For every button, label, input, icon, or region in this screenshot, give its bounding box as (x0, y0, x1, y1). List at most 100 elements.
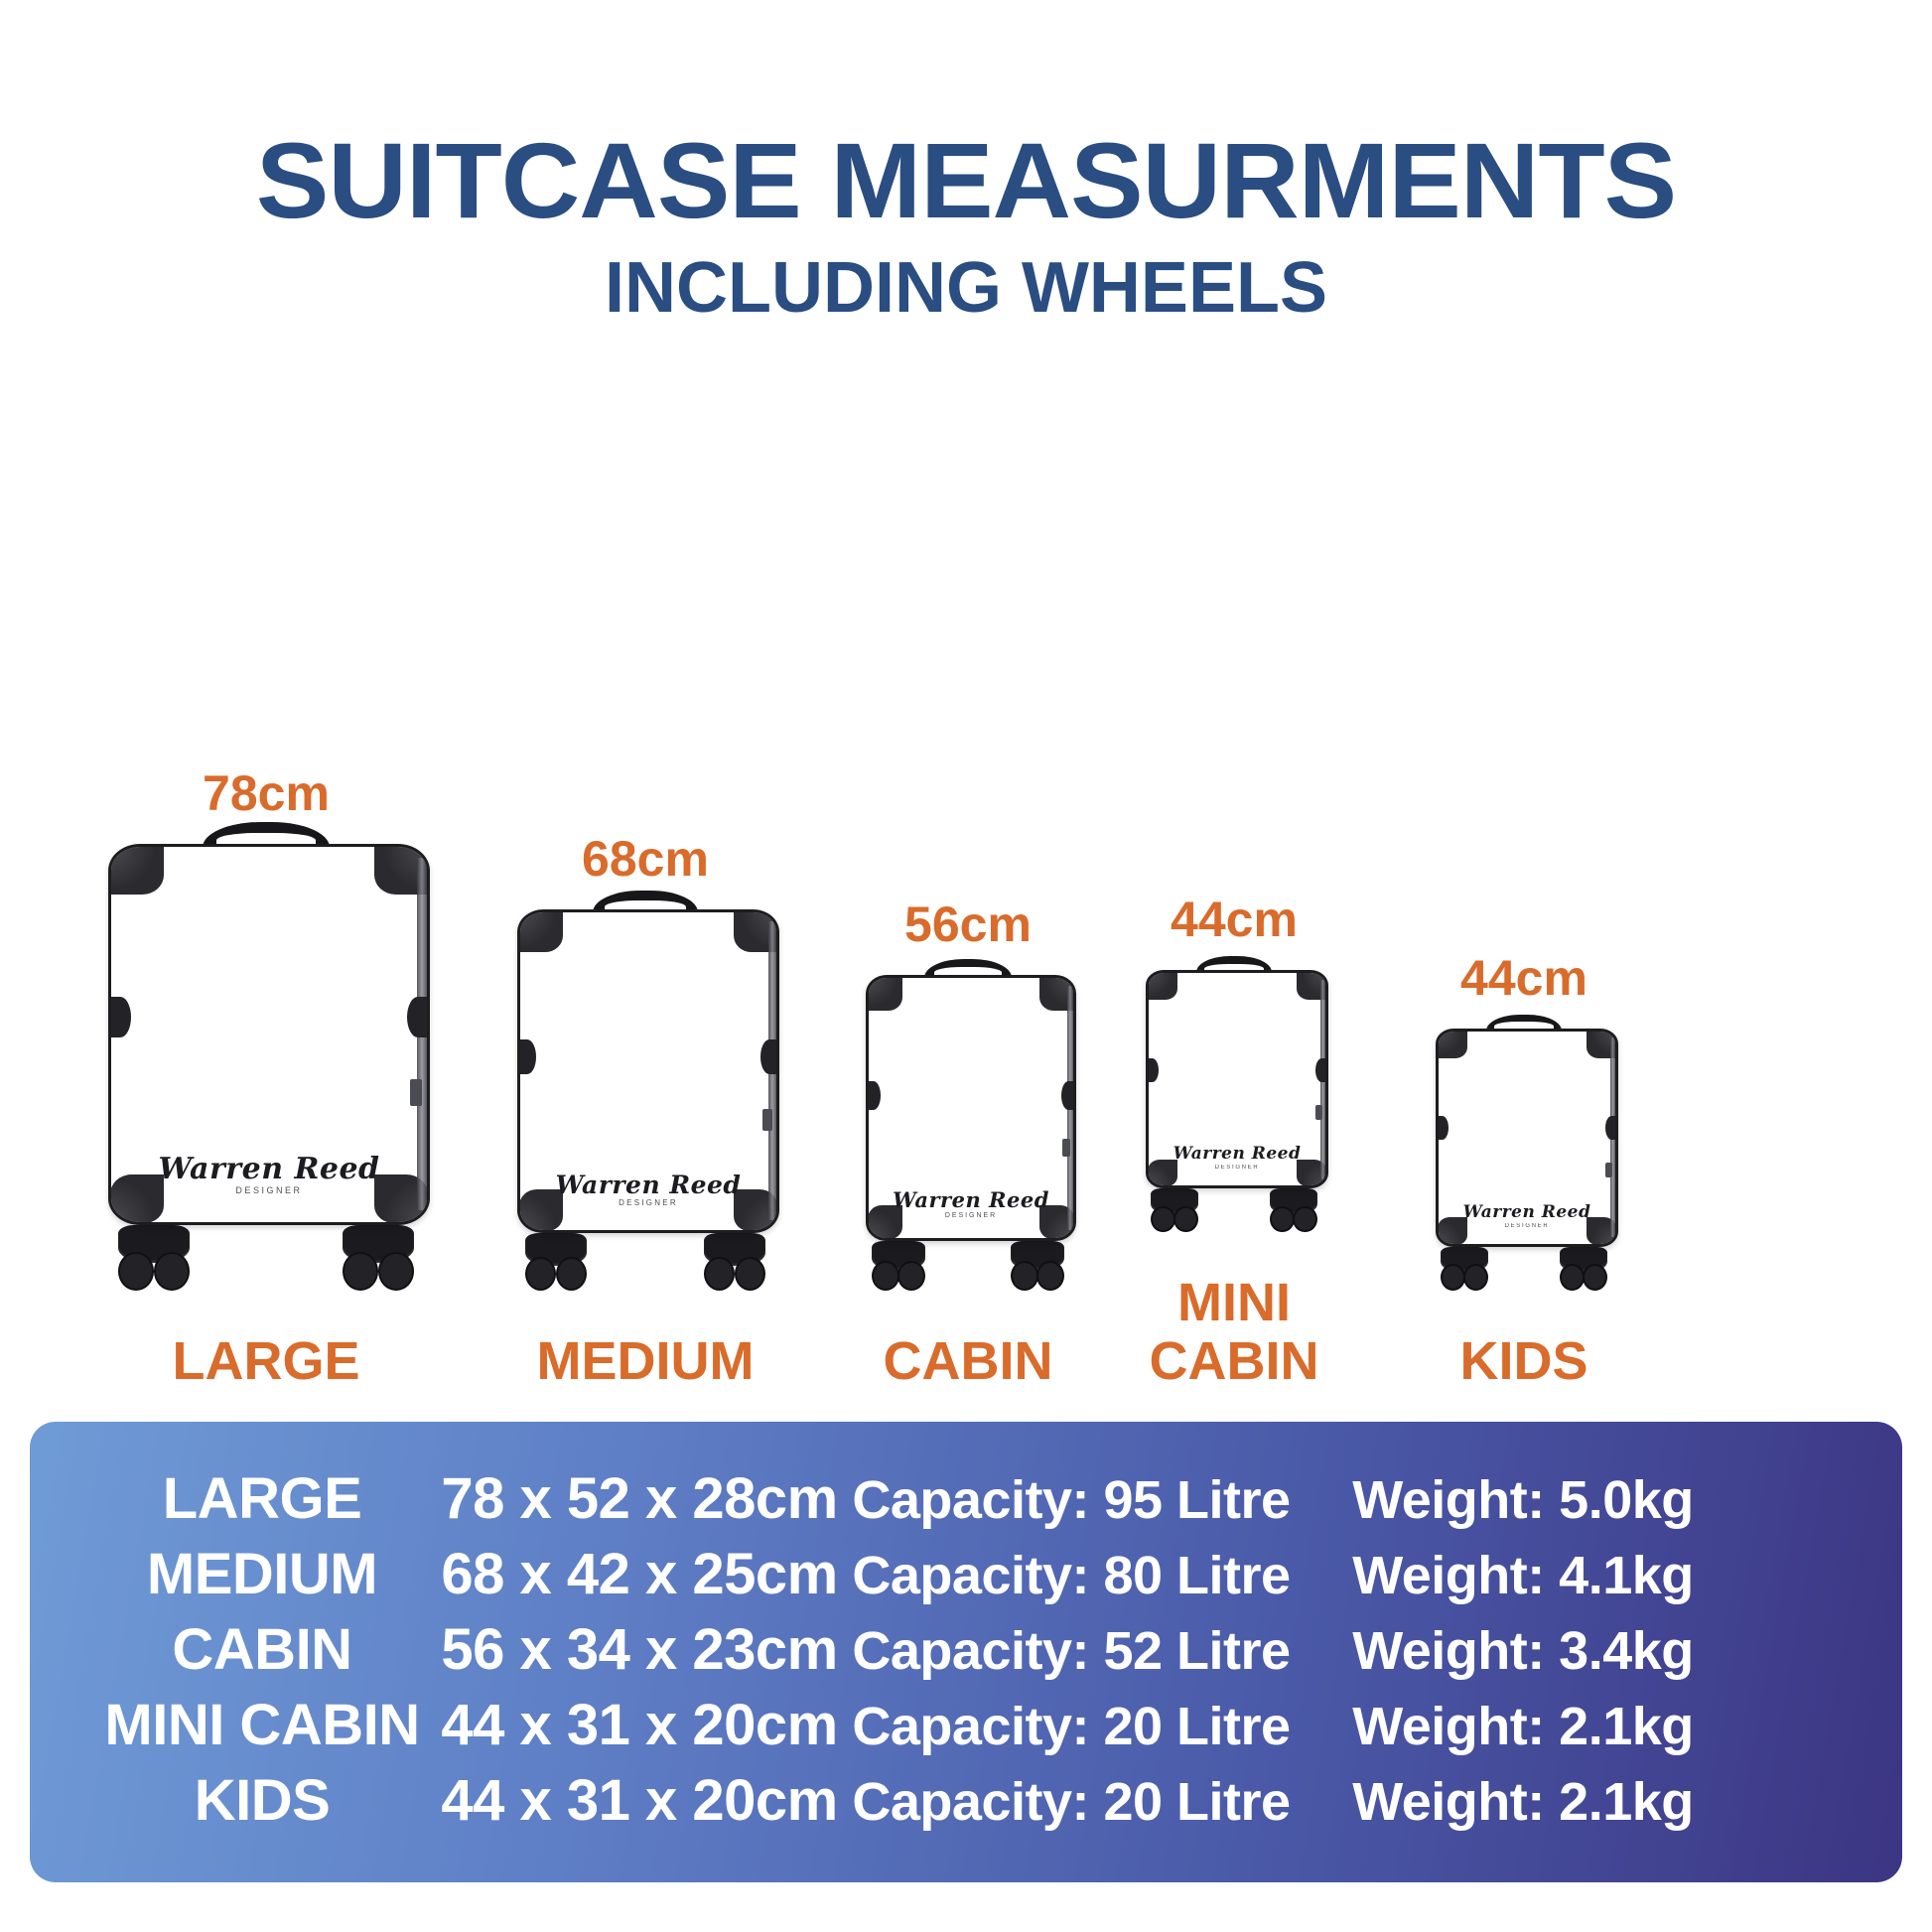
brand-script-text: Warren Reed (893, 1187, 1049, 1213)
corner-protector-icon (1149, 973, 1178, 1001)
side-bumper-icon (111, 996, 132, 1038)
table-row: CABIN 56 x 34 x 23cm Capacity: 52 Litre … (83, 1616, 1849, 1692)
suitcase-shell: Warren Reed DESIGNER (1436, 1028, 1618, 1247)
row-capacity: Capacity: 80 Litre (852, 1546, 1291, 1605)
suitcase-art-kids: Warren Reed DESIGNER (1436, 1014, 1618, 1291)
table-row: KIDS 44 x 31 x 20cm Capacity: 20 Litre W… (83, 1767, 1849, 1843)
row-name: CABIN (172, 1617, 352, 1682)
wheel-icon (1011, 1240, 1064, 1291)
suitcase-name-mini-cabin: MINI CABIN (1149, 1273, 1319, 1391)
suitcase-name-cabin: CABIN (883, 1330, 1053, 1391)
wheel-icon (1151, 1188, 1198, 1233)
brand-logo: Warren Reed DESIGNER (158, 1155, 379, 1195)
corner-protector-icon (520, 1189, 563, 1230)
suitcase-name-medium: MEDIUM (536, 1330, 755, 1391)
row-weight: Weight: 3.4kg (1352, 1621, 1694, 1681)
side-bumper-icon (1149, 1057, 1160, 1082)
dimension-label-mini-cabin: 44cm (1171, 892, 1298, 948)
brand-logo: Warren Reed DESIGNER (1173, 1144, 1302, 1172)
corner-protector-icon (869, 1204, 903, 1238)
corner-protector-icon (520, 911, 563, 953)
wheel-icon (343, 1224, 414, 1291)
page-title: SUITCASE MEASURMENTS (255, 120, 1677, 240)
brand-logo: Warren Reed DESIGNER (893, 1189, 1049, 1219)
header: SUITCASE MEASURMENTS INCLUDING WHEELS (0, 0, 1932, 328)
suitcase-art-mini-cabin: Warren Reed DESIGNER (1146, 956, 1328, 1233)
brand-logo: Warren Reed DESIGNER (1462, 1201, 1591, 1229)
wheel-icon (525, 1232, 587, 1291)
row-weight: Weight: 2.1kg (1352, 1772, 1694, 1832)
suitcase-shell: Warren Reed DESIGNER (517, 908, 779, 1233)
brand-logo: Warren Reed DESIGNER (556, 1173, 742, 1207)
lock-icon (761, 1109, 773, 1132)
wheel-assembly (866, 1240, 1070, 1291)
table-row: MINI CABIN 44 x 31 x 20cm Capacity: 20 L… (83, 1692, 1849, 1767)
brand-sub-text: DESIGNER (235, 1185, 303, 1196)
suitcase-item-cabin: 56cm Warren Reed DESIGNER (844, 896, 1092, 1390)
suitcase-art-large: Warren Reed DESIGNER (108, 821, 430, 1291)
dimension-label-medium: 68cm (582, 830, 709, 887)
row-name: MEDIUM (146, 1542, 378, 1606)
suitcase-shell: Warren Reed DESIGNER (866, 974, 1076, 1241)
suitcase-art-cabin: Warren Reed DESIGNER (866, 958, 1076, 1291)
spec-table-panel: LARGE 78 x 52 x 28cm Capacity: 95 Litre … (30, 1422, 1902, 1882)
row-dims: 78 x 52 x 28cm (441, 1466, 838, 1531)
row-dims: 44 x 31 x 20cm (441, 1693, 838, 1757)
suitcase-item-large: 78cm Warren Reed DESIGNER (97, 764, 435, 1390)
corner-protector-icon (1149, 1159, 1178, 1186)
dimension-label-cabin: 56cm (904, 896, 1032, 952)
row-capacity: Capacity: 52 Litre (852, 1621, 1291, 1681)
wheel-icon (1270, 1188, 1317, 1233)
dimension-label-large: 78cm (203, 764, 330, 821)
wheel-icon (1560, 1246, 1607, 1291)
suitcase-shell: Warren Reed DESIGNER (108, 843, 430, 1225)
side-bumper-icon (869, 1081, 882, 1111)
corner-protector-icon (1439, 1031, 1468, 1058)
brand-sub-text: DESIGNER (1214, 1165, 1260, 1172)
corner-protector-icon (869, 977, 903, 1011)
side-bumper-icon (406, 996, 427, 1038)
brand-script-text: Warren Reed (158, 1152, 380, 1187)
lock-icon (1061, 1139, 1070, 1158)
row-name: KIDS (194, 1768, 331, 1833)
suitcase-name-kids: KIDS (1459, 1330, 1588, 1391)
row-weight: Weight: 2.1kg (1352, 1697, 1694, 1756)
row-dims: 56 x 34 x 23cm (441, 1617, 838, 1682)
corner-protector-icon (111, 1173, 165, 1222)
suitcase-item-kids: 44cm Warren Reed DESIGNER (1400, 949, 1648, 1390)
table-row: MEDIUM 68 x 42 x 25cm Capacity: 80 Litre… (83, 1541, 1849, 1616)
row-capacity: Capacity: 95 Litre (852, 1470, 1291, 1530)
side-bumper-icon (759, 1038, 776, 1074)
row-capacity: Capacity: 20 Litre (852, 1772, 1291, 1832)
brand-sub-text: DESIGNER (944, 1212, 998, 1220)
brand-script-text: Warren Reed (1173, 1144, 1302, 1165)
side-bumper-icon (1314, 1057, 1325, 1082)
side-bumper-icon (520, 1038, 537, 1074)
wheel-icon (118, 1224, 190, 1291)
lock-icon (409, 1079, 423, 1106)
wheel-assembly (517, 1232, 773, 1291)
suitcase-art-medium: Warren Reed DESIGNER (517, 890, 779, 1291)
wheel-assembly (1146, 1188, 1322, 1233)
brand-sub-text: DESIGNER (619, 1198, 678, 1208)
brand-script-text: Warren Reed (555, 1171, 742, 1200)
wheel-icon (1441, 1246, 1488, 1291)
suitcase-name-large: LARGE (172, 1330, 360, 1391)
side-bumper-icon (1439, 1116, 1449, 1140)
row-weight: Weight: 5.0kg (1352, 1470, 1694, 1530)
wheel-icon (872, 1240, 925, 1291)
row-name: LARGE (162, 1466, 362, 1531)
corner-protector-icon (111, 846, 165, 895)
row-dims: 44 x 31 x 20cm (441, 1768, 838, 1833)
row-weight: Weight: 4.1kg (1352, 1546, 1694, 1605)
row-dims: 68 x 42 x 25cm (441, 1542, 838, 1606)
row-name: MINI CABIN (104, 1693, 420, 1757)
lock-icon (1605, 1163, 1613, 1178)
page-subtitle: INCLUDING WHEELS (605, 248, 1327, 328)
row-capacity: Capacity: 20 Litre (852, 1697, 1291, 1756)
suitcase-item-mini-cabin: 44cm Warren Reed DESIGNER (1110, 891, 1358, 1390)
dimension-label-kids: 44cm (1460, 949, 1587, 1006)
corner-protector-icon (1439, 1216, 1468, 1244)
wheel-icon (704, 1232, 765, 1291)
brand-script-text: Warren Reed (1462, 1201, 1591, 1222)
